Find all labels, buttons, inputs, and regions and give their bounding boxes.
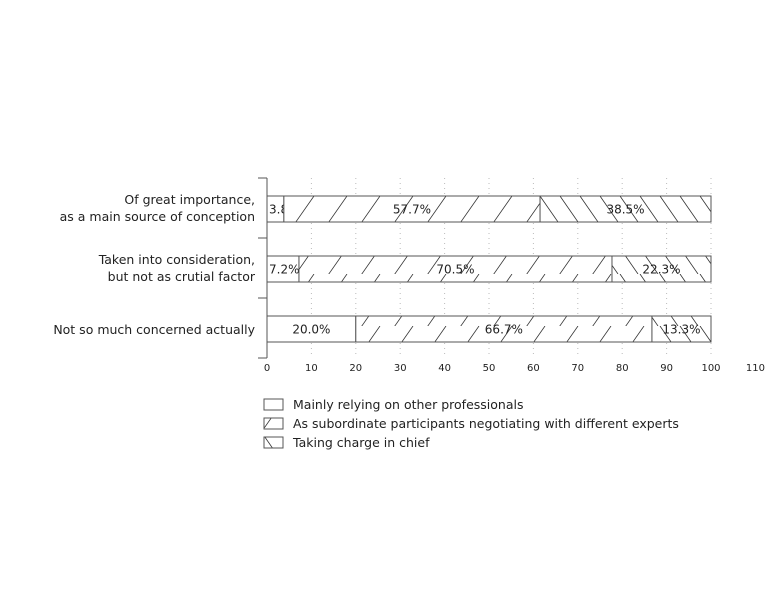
x-tick-label: 40 <box>438 363 451 374</box>
bars: 3.8%57.7%38.5%7.2%70.5%22.3%20.0%66.7%13… <box>266 195 712 343</box>
legend-swatch <box>263 436 284 449</box>
legend-swatch <box>263 417 284 430</box>
data-label: 7.2% <box>269 263 300 277</box>
data-label: 70.5% <box>436 263 474 277</box>
bar-segment <box>611 255 712 283</box>
category-label: Taken into consideration, <box>98 252 255 267</box>
x-tick-label: 90 <box>660 363 673 374</box>
data-label: 38.5% <box>606 203 644 217</box>
category-label: Not so much concerned actually <box>53 322 255 337</box>
x-tick-label: 50 <box>483 363 496 374</box>
legend-label: Taking charge in chief <box>292 435 430 450</box>
legend-label: As subordinate participants negotiating … <box>293 416 679 431</box>
x-tick-label: 110 <box>746 363 765 374</box>
category-label: but not as crutial factor <box>108 269 256 284</box>
data-label: 20.0% <box>292 323 330 337</box>
x-tick-label: 80 <box>616 363 629 374</box>
bar-segment <box>355 315 653 343</box>
category-label: Of great importance, <box>124 192 255 207</box>
x-tick-label: 30 <box>394 363 407 374</box>
bar-segment <box>651 315 712 343</box>
x-tick-label: 60 <box>527 363 540 374</box>
x-tick-label: 20 <box>349 363 362 374</box>
data-label: 13.3% <box>662 323 700 337</box>
data-label: 57.7% <box>393 203 431 217</box>
data-label: 22.3% <box>642 263 680 277</box>
legend: Mainly relying on other professionals As … <box>263 397 679 450</box>
x-tick-label: 100 <box>701 363 720 374</box>
category-label: as a main source of conception <box>60 209 255 224</box>
x-tick-label: 0 <box>264 363 270 374</box>
bar-segment <box>539 195 712 223</box>
bar-segment <box>266 315 357 343</box>
x-tick-label: 70 <box>571 363 584 374</box>
bar-segment <box>266 255 300 283</box>
axes: 0 10 20 30 40 50 60 70 80 90 100 110 Of great import… <box>53 177 765 374</box>
data-label: 66.7% <box>485 323 523 337</box>
legend-label: Mainly relying on other professionals <box>293 397 523 412</box>
legend-swatch <box>263 398 284 411</box>
x-tick-label: 10 <box>305 363 318 374</box>
